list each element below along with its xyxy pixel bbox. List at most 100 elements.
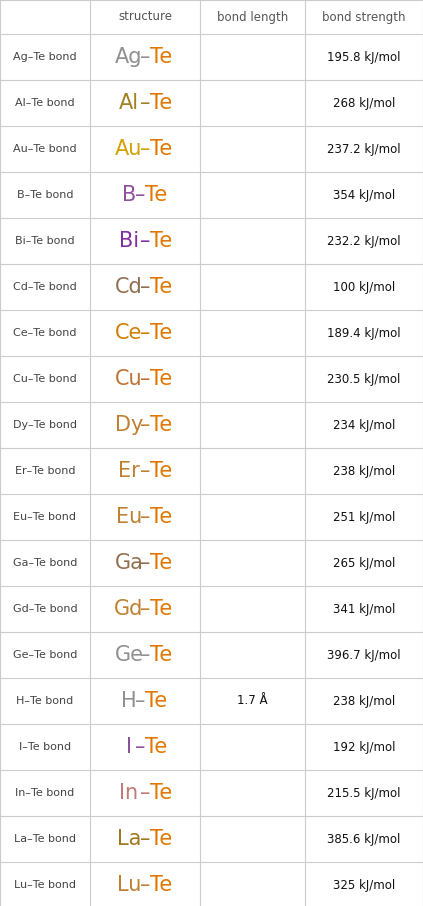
Text: 354 kJ/mol: 354 kJ/mol [333,188,395,201]
Text: Al: Al [119,93,139,113]
Text: Gd: Gd [114,599,144,619]
Bar [0,0,423,34]
Text: Te: Te [150,139,172,159]
Text: Dy: Dy [115,415,143,435]
Text: In: In [119,783,139,803]
Text: Ce–Te bond: Ce–Te bond [13,328,77,338]
Text: –: – [140,139,150,159]
Text: –: – [140,277,150,297]
Text: B: B [122,185,136,205]
Text: Au: Au [115,139,143,159]
Text: –: – [140,461,150,481]
Text: 265 kJ/mol: 265 kJ/mol [333,556,395,570]
Text: –: – [135,737,146,757]
Text: 234 kJ/mol: 234 kJ/mol [333,419,395,431]
Text: La: La [117,829,141,849]
Text: 325 kJ/mol: 325 kJ/mol [333,879,395,892]
Text: Te: Te [150,231,172,251]
Text: 237.2 kJ/mol: 237.2 kJ/mol [327,142,401,156]
Text: 238 kJ/mol: 238 kJ/mol [333,695,395,708]
Text: Te: Te [150,507,172,527]
Text: –: – [135,691,146,711]
Text: Te: Te [150,461,172,481]
Text: Al–Te bond: Al–Te bond [15,98,75,108]
Text: H: H [121,691,137,711]
Text: 215.5 kJ/mol: 215.5 kJ/mol [327,786,401,799]
Text: Ge–Te bond: Ge–Te bond [13,650,77,660]
Text: –: – [140,599,150,619]
Text: –: – [140,829,150,849]
Text: 100 kJ/mol: 100 kJ/mol [333,281,395,294]
Text: Ga–Te bond: Ga–Te bond [13,558,77,568]
Text: Te: Te [150,93,172,113]
Text: Te: Te [150,553,172,573]
Text: 189.4 kJ/mol: 189.4 kJ/mol [327,326,401,340]
Text: 195.8 kJ/mol: 195.8 kJ/mol [327,51,401,63]
Text: Dy–Te bond: Dy–Te bond [13,420,77,430]
Text: Te: Te [150,599,172,619]
Text: –: – [140,645,150,665]
Text: Eu–Te bond: Eu–Te bond [14,512,77,522]
Text: Lu: Lu [117,875,141,895]
Text: –: – [140,783,150,803]
Text: 268 kJ/mol: 268 kJ/mol [333,97,395,110]
Text: 230.5 kJ/mol: 230.5 kJ/mol [327,372,401,385]
Text: –: – [140,93,150,113]
Text: bond length: bond length [217,11,288,24]
Text: Te: Te [150,783,172,803]
Text: –: – [135,185,146,205]
Text: Gd–Te bond: Gd–Te bond [13,604,77,614]
Text: B–Te bond: B–Te bond [17,190,73,200]
Text: structure: structure [118,11,172,24]
Text: Te: Te [150,875,172,895]
Text: Te: Te [150,47,172,67]
Text: –: – [140,231,150,251]
Text: Te: Te [150,645,172,665]
Text: –: – [140,875,150,895]
Text: H–Te bond: H–Te bond [16,696,74,706]
Text: 385.6 kJ/mol: 385.6 kJ/mol [327,833,401,845]
Text: Ag: Ag [115,47,143,67]
Text: Lu–Te bond: Lu–Te bond [14,880,76,890]
Text: 232.2 kJ/mol: 232.2 kJ/mol [327,235,401,247]
Text: Ag–Te bond: Ag–Te bond [13,52,77,62]
Text: Te: Te [145,737,168,757]
Text: Te: Te [145,691,168,711]
Text: 251 kJ/mol: 251 kJ/mol [333,510,395,524]
Text: Te: Te [150,369,172,389]
Text: –: – [140,507,150,527]
Text: Te: Te [145,185,168,205]
Text: I: I [126,737,132,757]
Text: Te: Te [150,829,172,849]
Text: 396.7 kJ/mol: 396.7 kJ/mol [327,649,401,661]
Text: Er: Er [118,461,140,481]
Text: Cu–Te bond: Cu–Te bond [13,374,77,384]
Text: 238 kJ/mol: 238 kJ/mol [333,465,395,477]
Text: Cd: Cd [115,277,143,297]
Text: Au–Te bond: Au–Te bond [13,144,77,154]
Text: bond strength: bond strength [322,11,406,24]
Text: Bi–Te bond: Bi–Te bond [15,236,75,246]
Text: 1.7 Å: 1.7 Å [237,695,268,708]
Text: Cu: Cu [115,369,143,389]
Text: Ga: Ga [115,553,143,573]
Text: –: – [140,369,150,389]
Text: 341 kJ/mol: 341 kJ/mol [333,602,395,615]
Text: I–Te bond: I–Te bond [19,742,71,752]
Text: La–Te bond: La–Te bond [14,834,76,844]
Text: Te: Te [150,277,172,297]
Text: 192 kJ/mol: 192 kJ/mol [333,740,395,754]
Text: Er–Te bond: Er–Te bond [15,466,75,476]
Text: –: – [140,47,150,67]
Text: –: – [140,323,150,343]
Text: –: – [140,553,150,573]
Text: Ce: Ce [115,323,143,343]
Text: In–Te bond: In–Te bond [15,788,74,798]
Text: Eu: Eu [116,507,142,527]
Text: Cd–Te bond: Cd–Te bond [13,282,77,292]
Text: Te: Te [150,323,172,343]
Text: Te: Te [150,415,172,435]
Text: Bi: Bi [119,231,139,251]
Text: –: – [140,415,150,435]
Text: Ge: Ge [115,645,143,665]
